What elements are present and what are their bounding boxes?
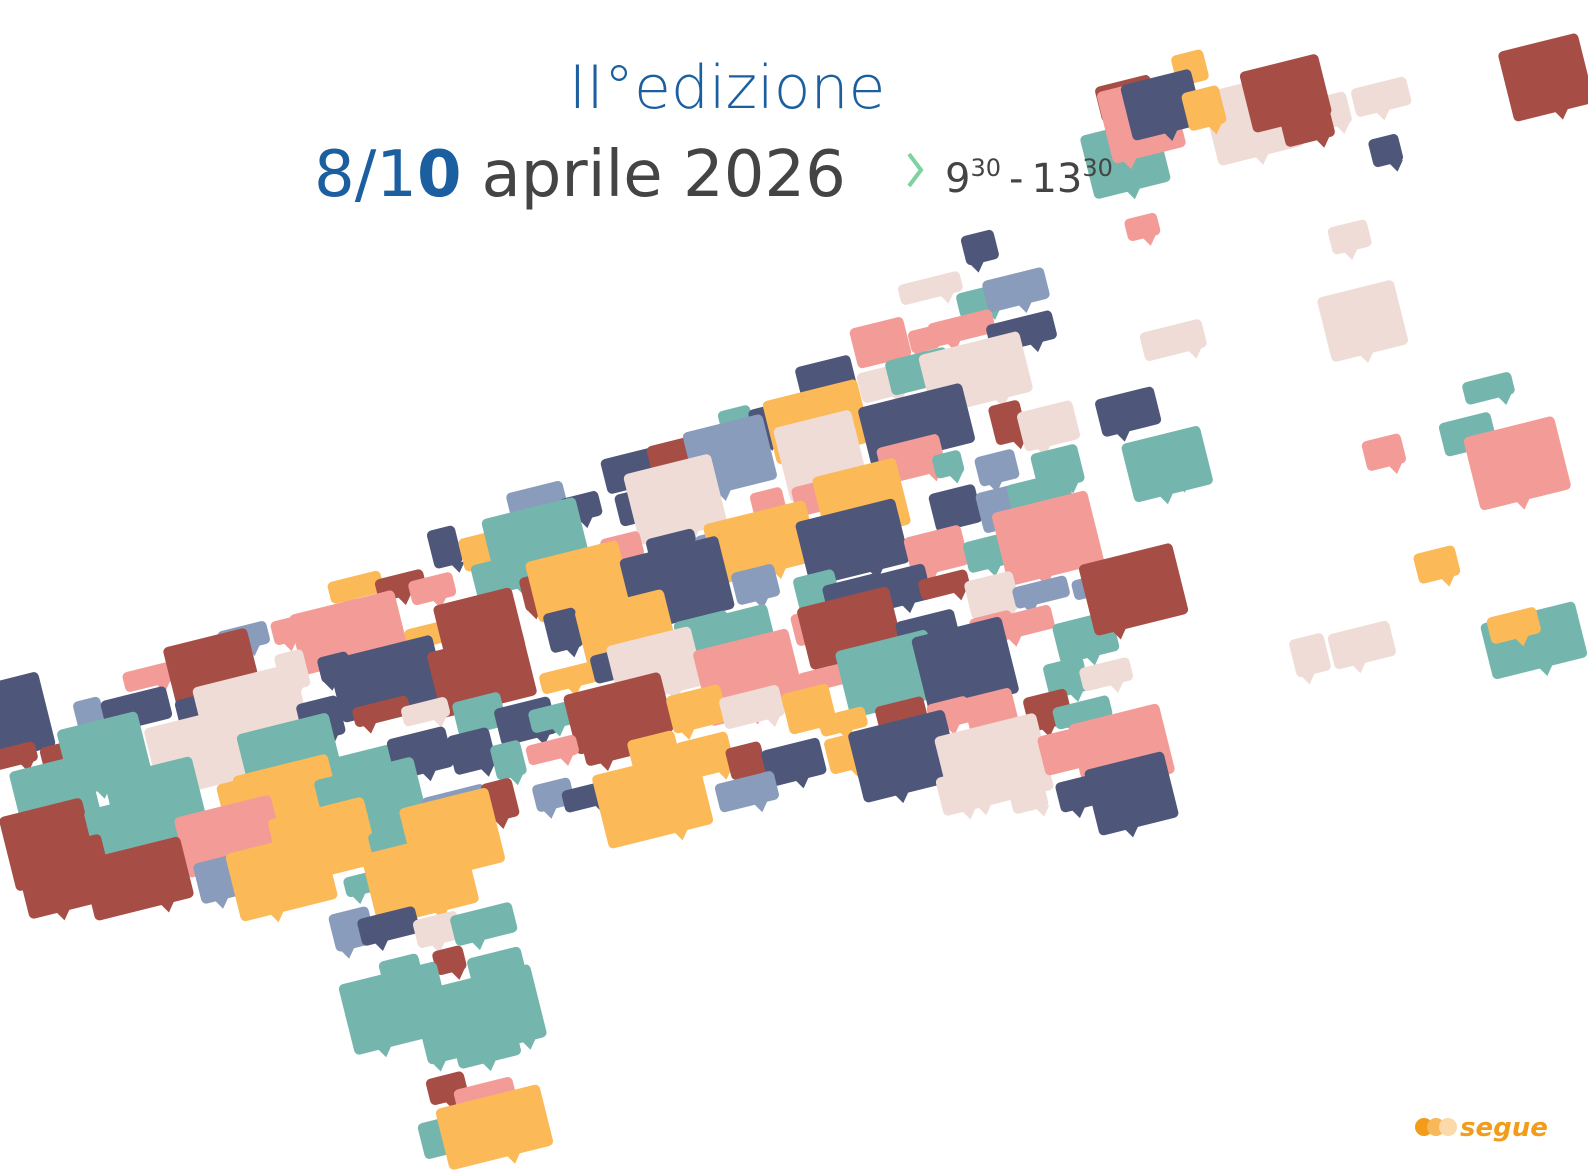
logo-text: segue [1460,1113,1548,1143]
chevron [909,154,921,186]
poster: II°edizione 8/10aprile 2026 930-1330 seg… [0,0,1588,1174]
speech-bubble [1139,318,1210,371]
bubble-body [1094,386,1162,438]
speech-bubble [931,449,967,488]
speech-bubble [1327,620,1399,679]
speech-bubble [1367,133,1406,177]
speech-bubble [1461,371,1518,414]
time-end-hour: 13 [1031,156,1082,202]
bubble-body [1412,545,1461,585]
bubble-body [974,448,1021,487]
speech-bubble [1361,433,1410,481]
speech-bubble [897,270,966,314]
bubble-body [1078,656,1134,692]
bubble-body [960,229,1000,266]
bubble-body [1288,632,1332,678]
edition: II°edizione [569,53,886,123]
date-rest: aprile 2026 [482,138,846,212]
date-bold: 0 [417,138,462,212]
bubble-body [897,270,964,306]
time-start-min: 30 [970,154,1001,182]
bubble-body [1121,425,1214,503]
time-separator: - [1009,156,1023,202]
speech-bubble [1350,76,1415,127]
speech-bubble [1288,632,1334,687]
speech-bubble [1327,219,1375,264]
date: 8/10 aprile 2026 [314,138,846,212]
speech-bubble [525,734,582,775]
logo-dot [1439,1118,1457,1136]
bubble-body [1497,33,1588,123]
bubble-body [1316,279,1409,363]
speech-bubble [1316,279,1411,371]
time: 930-1330 [945,154,1113,202]
time-start-hour: 9 [945,156,970,202]
speech-bubble [960,229,1002,275]
date-start: 8/1 [314,138,417,212]
speech-bubble [714,770,782,822]
bubble-body [1327,219,1373,256]
bubble-body [1123,212,1161,242]
speech-bubble [1412,545,1463,594]
bubble-body [1016,400,1081,453]
logo: segue [1415,1113,1548,1143]
bubble-body [426,525,463,570]
speech-bubble [1497,33,1588,132]
speech-bubble [1121,425,1217,512]
speech-bubble [1078,656,1136,700]
bubble-body [981,266,1050,313]
speech-bubble [1123,212,1163,251]
time-end-min: 30 [1082,154,1113,182]
